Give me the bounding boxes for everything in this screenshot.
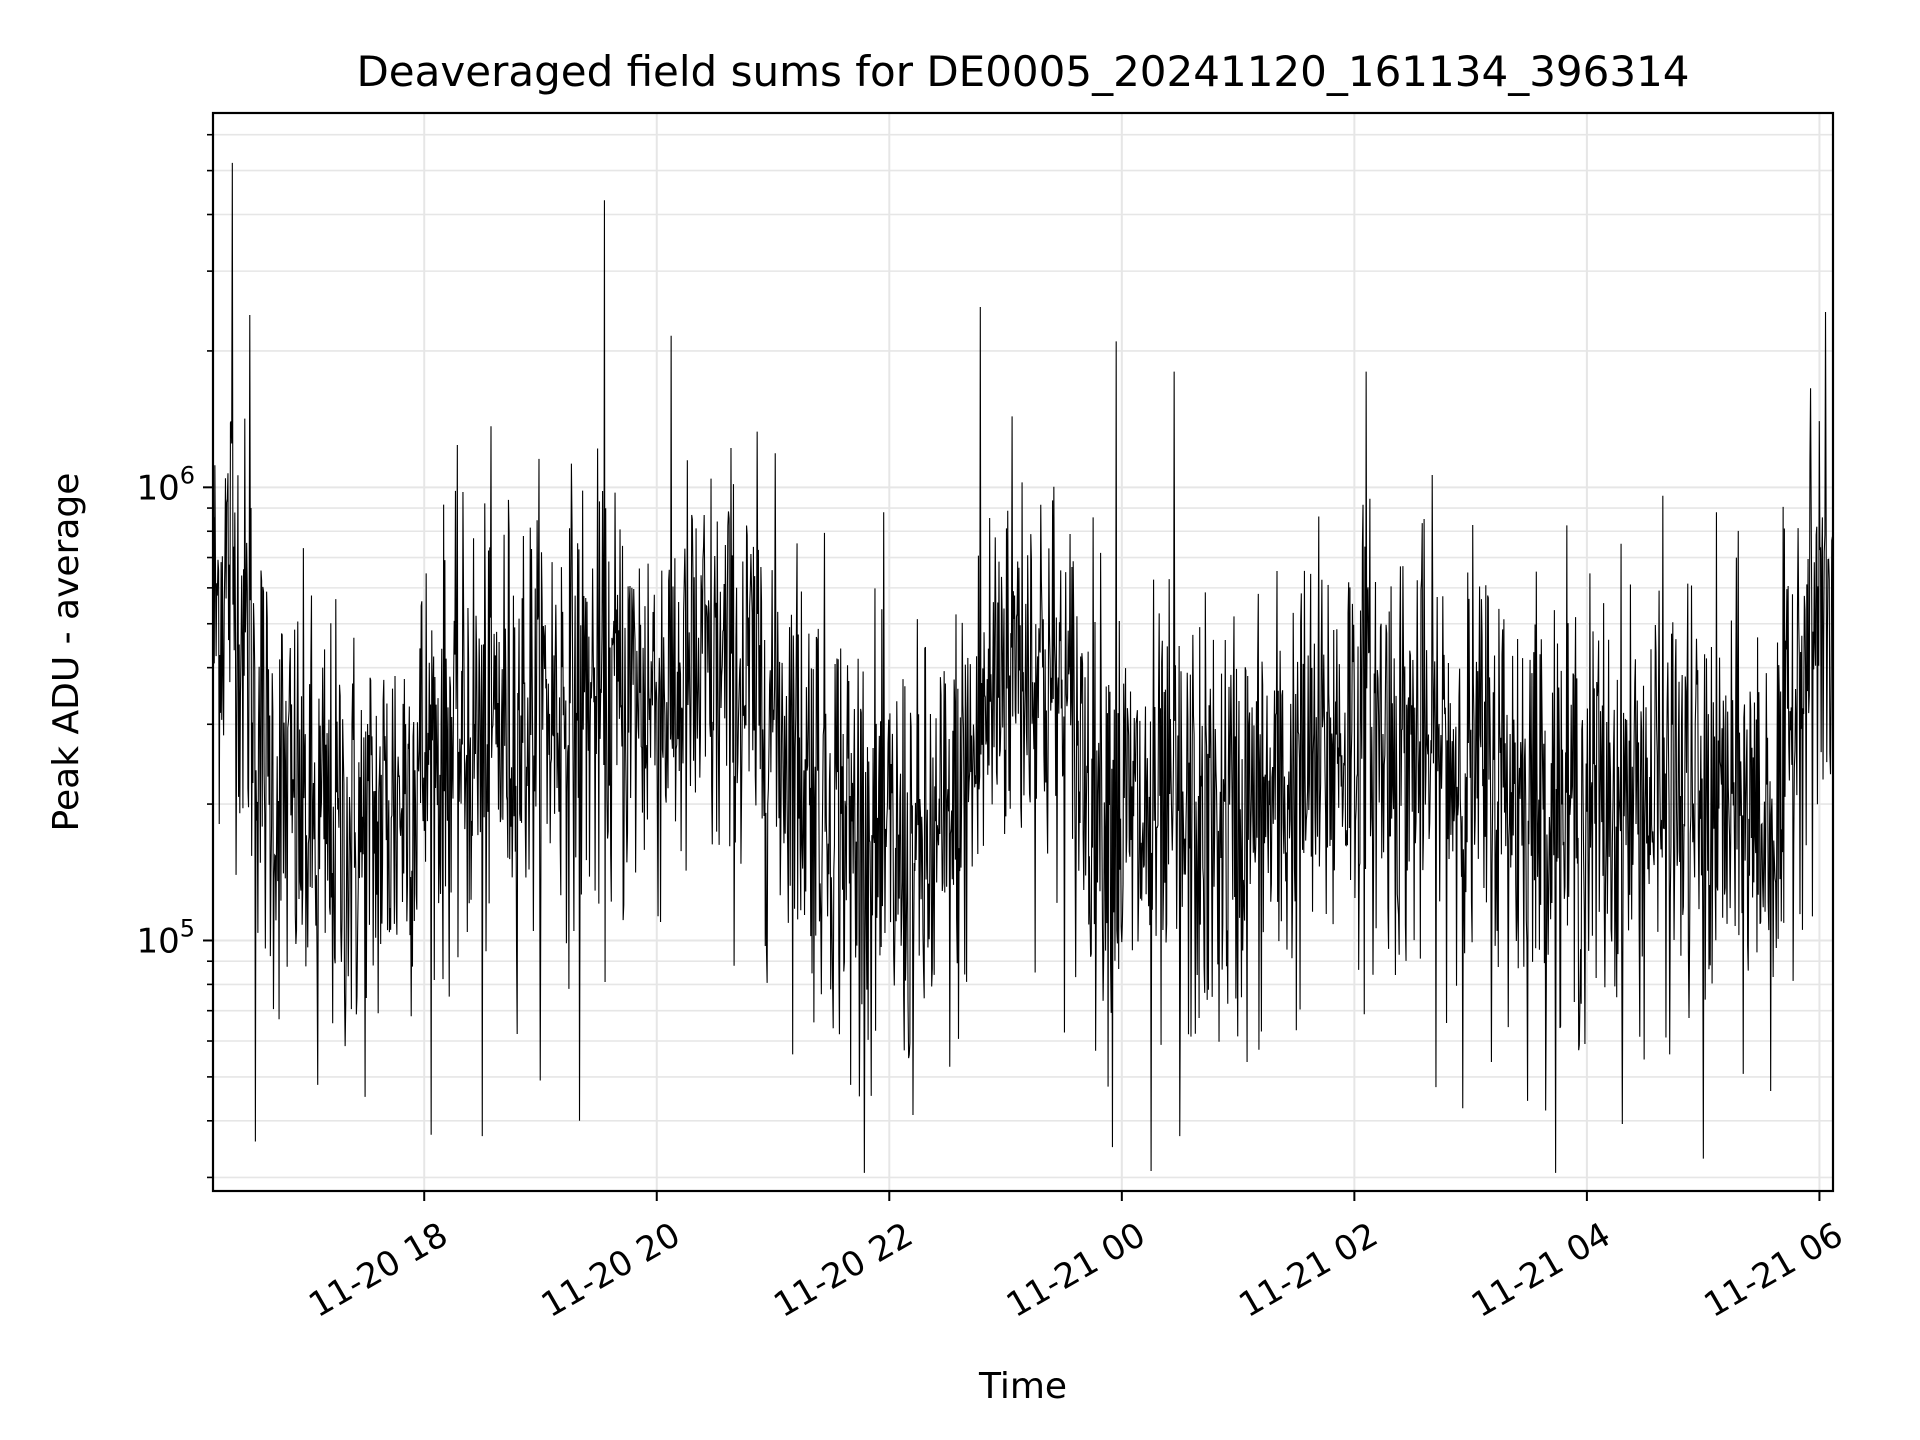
chart-title: Deaveraged field sums for DE0005_2024112… bbox=[356, 47, 1689, 96]
y-axis-label: Peak ADU - average bbox=[46, 473, 87, 832]
y-tick-label: 106 bbox=[136, 461, 195, 508]
y-axis: 105 106 bbox=[136, 133, 213, 1179]
series-line bbox=[212, 162, 1834, 1173]
data-series bbox=[212, 162, 1834, 1173]
plot-frame bbox=[211, 111, 1835, 1193]
y-tick-label: 105 bbox=[136, 914, 195, 961]
x-axis-label: Time bbox=[978, 1366, 1067, 1407]
